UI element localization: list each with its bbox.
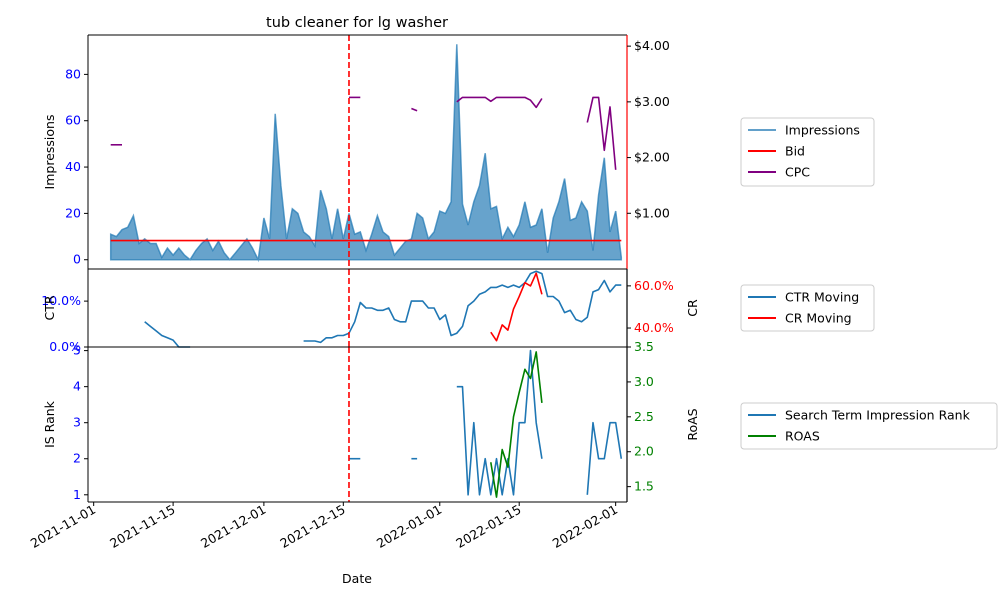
- cr-moving-line-segment-0: [490, 272, 543, 342]
- left-tick-label: 0.0%: [49, 339, 81, 354]
- legend-label: Impressions: [785, 123, 860, 138]
- right-tick-label: 1.5: [634, 479, 654, 494]
- search-term-impression-rank-line-segment-3: [586, 421, 623, 495]
- rank-panel: 1 2 3 4 5 1.5 2.0 2.5 3.0 3.5 IS Rank RoAS: [42, 339, 700, 503]
- legend-label: Search Term Impression Rank: [785, 408, 971, 423]
- left-tick-label: 20: [65, 205, 81, 220]
- left-tick-label: 10.0%: [41, 293, 81, 308]
- x-tick-label: 2021-12-15: [277, 502, 347, 551]
- left-tick-label: 80: [65, 66, 81, 81]
- legend-label: CTR Moving: [785, 290, 859, 305]
- roas-line-segment-0: [490, 351, 543, 498]
- right-axis-label: CR: [685, 299, 700, 317]
- x-tick-label: 2021-12-01: [198, 502, 268, 551]
- left-axis-label: Impressions: [42, 115, 57, 190]
- legend-label: CR Moving: [785, 311, 852, 326]
- right-tick-label: 2.0: [634, 444, 654, 459]
- right-tick-label: 60.0%: [634, 278, 674, 293]
- x-tick-label: 2022-01-01: [374, 502, 444, 551]
- left-tick-label: 1: [73, 487, 81, 502]
- left-tick-label: 0: [73, 252, 81, 267]
- left-tick-label: 3: [73, 415, 81, 430]
- ctr-panel: 0.0% 10.0% 40.0% 60.0% CTR CR: [41, 268, 700, 354]
- right-tick-label: $1.00: [634, 205, 670, 220]
- x-axis-label: Date: [342, 571, 372, 586]
- cpc-line-segment-4: [586, 96, 617, 170]
- right-tick-label: 2.5: [634, 409, 654, 424]
- x-tick-label: 2021-11-15: [107, 502, 177, 551]
- impressions-area: [109, 44, 623, 263]
- legend-label: ROAS: [785, 429, 820, 444]
- impressions-panel: 0 20 40 60 80 $1.00 $2.00 $3.00 $4.00 Impressions: [42, 34, 670, 270]
- right-tick-label: $2.00: [634, 150, 670, 165]
- impressions-panel-legend: Impressions Bid CPC: [740, 117, 875, 187]
- ctr-panel-legend: CTR Moving CR Moving: [740, 284, 875, 332]
- left-tick-label: 5: [73, 343, 81, 358]
- x-tick-label: 2022-01-15: [453, 502, 523, 551]
- legend-frame: [740, 117, 875, 187]
- left-axis-label: CTR: [42, 295, 57, 320]
- rank-panel-legend: Search Term Impression Rank ROAS: [740, 402, 998, 450]
- right-tick-label: 3.5: [634, 339, 654, 354]
- legend-frame: [740, 402, 998, 450]
- cpc-line-segment-2: [411, 107, 418, 112]
- legend-label: CPC: [785, 165, 810, 180]
- right-tick-label: 3.0: [634, 374, 654, 389]
- right-axis-label: RoAS: [685, 408, 700, 440]
- left-tick-label: 40: [65, 159, 81, 174]
- left-tick-label: 60: [65, 113, 81, 128]
- left-tick-label: 2: [73, 451, 81, 466]
- left-axis-label: IS Rank: [42, 400, 57, 448]
- right-tick-label: 40.0%: [634, 320, 674, 335]
- chart-title: tub cleaner for lg washer: [266, 15, 448, 31]
- left-tick-label: 4: [73, 379, 81, 394]
- legend-label: Bid: [785, 144, 805, 159]
- x-tick-label: 2021-11-01: [28, 502, 98, 551]
- ctr-moving-line-segment-0: [144, 321, 191, 348]
- ctr-moving-line-segment-1: [303, 270, 622, 344]
- right-tick-label: $4.00: [634, 38, 670, 53]
- x-tick-label: 2022-02-01: [550, 502, 620, 551]
- cpc-line-segment-3: [456, 96, 543, 109]
- right-tick-label: $3.00: [634, 94, 670, 109]
